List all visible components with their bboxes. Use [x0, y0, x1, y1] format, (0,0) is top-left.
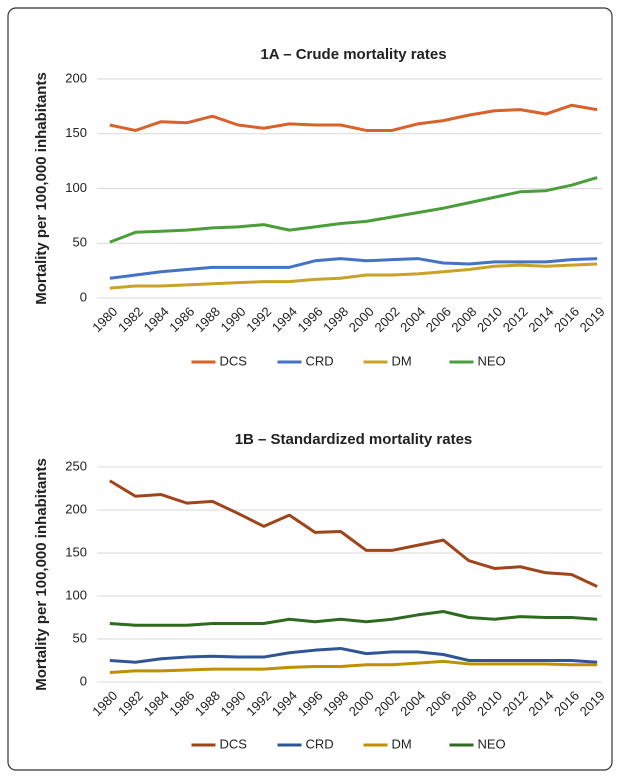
- x-tick-label: 1988: [192, 304, 223, 335]
- legend-label: CRD: [306, 736, 334, 751]
- y-axis-label: Mortality per 100,000 inhabitants: [33, 458, 50, 691]
- series-line: [109, 176, 598, 244]
- series-line: [109, 646, 598, 664]
- legend-label: DCS: [220, 353, 248, 368]
- x-tick-label: 1996: [295, 688, 326, 719]
- x-tick-label: 1994: [269, 304, 300, 335]
- series-line: [109, 103, 598, 132]
- x-tick-label: 2012: [500, 688, 531, 719]
- x-tick-label: 1996: [295, 304, 326, 335]
- x-tick-label: 2019: [577, 304, 608, 335]
- x-tick-label: 1988: [192, 688, 223, 719]
- x-tick-label: 1980: [89, 688, 120, 719]
- x-tick-label: 1990: [218, 304, 249, 335]
- x-tick-label: 1998: [320, 304, 351, 335]
- x-tick-label: 2000: [346, 688, 377, 719]
- x-tick-label: 2010: [474, 304, 505, 335]
- frame: [7, 7, 613, 771]
- series-line: [109, 609, 598, 627]
- x-tick-label: 2008: [448, 688, 479, 719]
- x-tick-label: 1998: [320, 688, 351, 719]
- x-tick-label: 1990: [218, 688, 249, 719]
- x-tick-label: 2002: [371, 304, 402, 335]
- legend-label: DCS: [220, 736, 248, 751]
- y-tick-label: 200: [65, 501, 87, 516]
- x-tick-label: 1994: [269, 688, 300, 719]
- y-tick-label: 0: [80, 289, 87, 304]
- series-line: [109, 479, 598, 588]
- x-tick-label: 2008: [448, 304, 479, 335]
- y-tick-label: 200: [65, 70, 87, 85]
- legend-label: DM: [392, 736, 412, 751]
- x-tick-label: 1992: [243, 688, 274, 719]
- x-tick-label: 2004: [397, 688, 428, 719]
- x-tick-label: 2000: [346, 304, 377, 335]
- y-axis-label: Mortality per 100,000 inhabitants: [33, 72, 50, 305]
- y-tick-label: 50: [73, 235, 87, 250]
- y-tick-label: 150: [65, 544, 87, 559]
- x-tick-label: 1992: [243, 304, 274, 335]
- x-tick-label: 2014: [525, 688, 556, 719]
- series-line: [109, 257, 598, 280]
- x-tick-label: 1984: [141, 688, 172, 719]
- x-tick-label: 1984: [141, 304, 172, 335]
- legend-label: CRD: [306, 353, 334, 368]
- x-tick-label: 1982: [115, 688, 146, 719]
- y-tick-label: 250: [65, 458, 87, 473]
- x-tick-label: 2016: [551, 688, 582, 719]
- legend-label: DM: [392, 353, 412, 368]
- x-tick-label: 2016: [551, 304, 582, 335]
- y-tick-label: 50: [73, 630, 87, 645]
- series-line: [109, 262, 598, 290]
- legend-label: NEO: [478, 736, 506, 751]
- x-tick-label: 2012: [500, 304, 531, 335]
- y-tick-label: 100: [65, 587, 87, 602]
- chart-title: 1A – Crude mortality rates: [260, 46, 446, 63]
- legend-label: NEO: [478, 353, 506, 368]
- x-tick-label: 2002: [371, 688, 402, 719]
- x-tick-label: 1980: [89, 304, 120, 335]
- x-tick-label: 2014: [525, 304, 556, 335]
- x-tick-label: 1982: [115, 304, 146, 335]
- series-line: [109, 659, 598, 675]
- x-tick-label: 1986: [166, 688, 197, 719]
- x-tick-label: 2004: [397, 304, 428, 335]
- x-tick-label: 1986: [166, 304, 197, 335]
- x-tick-label: 2006: [423, 688, 454, 719]
- y-tick-label: 0: [80, 673, 87, 688]
- y-tick-label: 100: [65, 180, 87, 195]
- y-tick-label: 150: [65, 125, 87, 140]
- x-tick-label: 2010: [474, 688, 505, 719]
- chart-title: 1B – Standardized mortality rates: [235, 431, 473, 448]
- x-tick-label: 2006: [423, 304, 454, 335]
- x-tick-label: 2019: [577, 688, 608, 719]
